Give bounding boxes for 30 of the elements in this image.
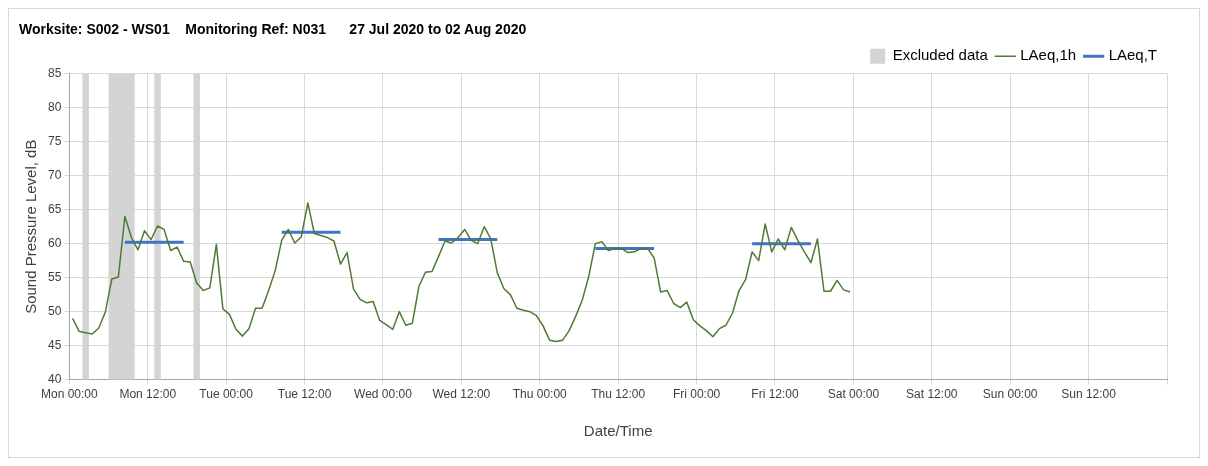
x-tick-label: Mon 00:00 xyxy=(40,387,99,402)
x-axis-title: Date/Time xyxy=(583,422,653,440)
y-tick-label: 60 xyxy=(47,236,62,250)
y-tick-label: 55 xyxy=(47,269,62,284)
chart-title: Worksite: S002 - WS01 Monitoring Ref: N031 27 Jul 2020 to 02 Aug 2020 xyxy=(19,21,527,38)
y-axis-title: Sound Pressure Level, dB xyxy=(22,139,40,314)
y-tick-label: 75 xyxy=(47,134,62,149)
y-tick-label: 45 xyxy=(47,337,62,352)
y-tick-label: 80 xyxy=(47,100,62,115)
y-tick-label: 50 xyxy=(47,303,62,318)
x-tick-label: Thu 12:00 xyxy=(591,387,646,402)
y-tick-label: 85 xyxy=(47,66,62,81)
y-tick-label: 40 xyxy=(47,371,62,386)
x-tick-label: Wed 00:00 xyxy=(354,387,413,402)
legend-label: LAeq,1h xyxy=(1020,46,1077,64)
legend-label: Excluded data xyxy=(892,46,989,64)
x-tick-label: Wed 12:00 xyxy=(432,387,491,402)
x-tick-label: Sat 00:00 xyxy=(827,387,880,402)
y-tick-label: 65 xyxy=(47,202,62,217)
x-tick-label: Sun 00:00 xyxy=(982,387,1038,402)
x-tick-label: Mon 12:00 xyxy=(119,387,177,402)
x-tick-label: Thu 00:00 xyxy=(512,387,568,402)
x-tick-label: Fri 00:00 xyxy=(672,387,721,402)
legend-label: LAeq,T xyxy=(1108,46,1158,64)
x-tick-label: Tue 12:00 xyxy=(277,387,332,402)
x-tick-label: Fri 12:00 xyxy=(751,387,799,402)
x-tick-label: Tue 00:00 xyxy=(199,387,254,402)
x-tick-label: Sat 12:00 xyxy=(906,387,958,402)
y-tick-label: 70 xyxy=(47,168,62,183)
x-tick-label: Sun 12:00 xyxy=(1061,387,1117,402)
